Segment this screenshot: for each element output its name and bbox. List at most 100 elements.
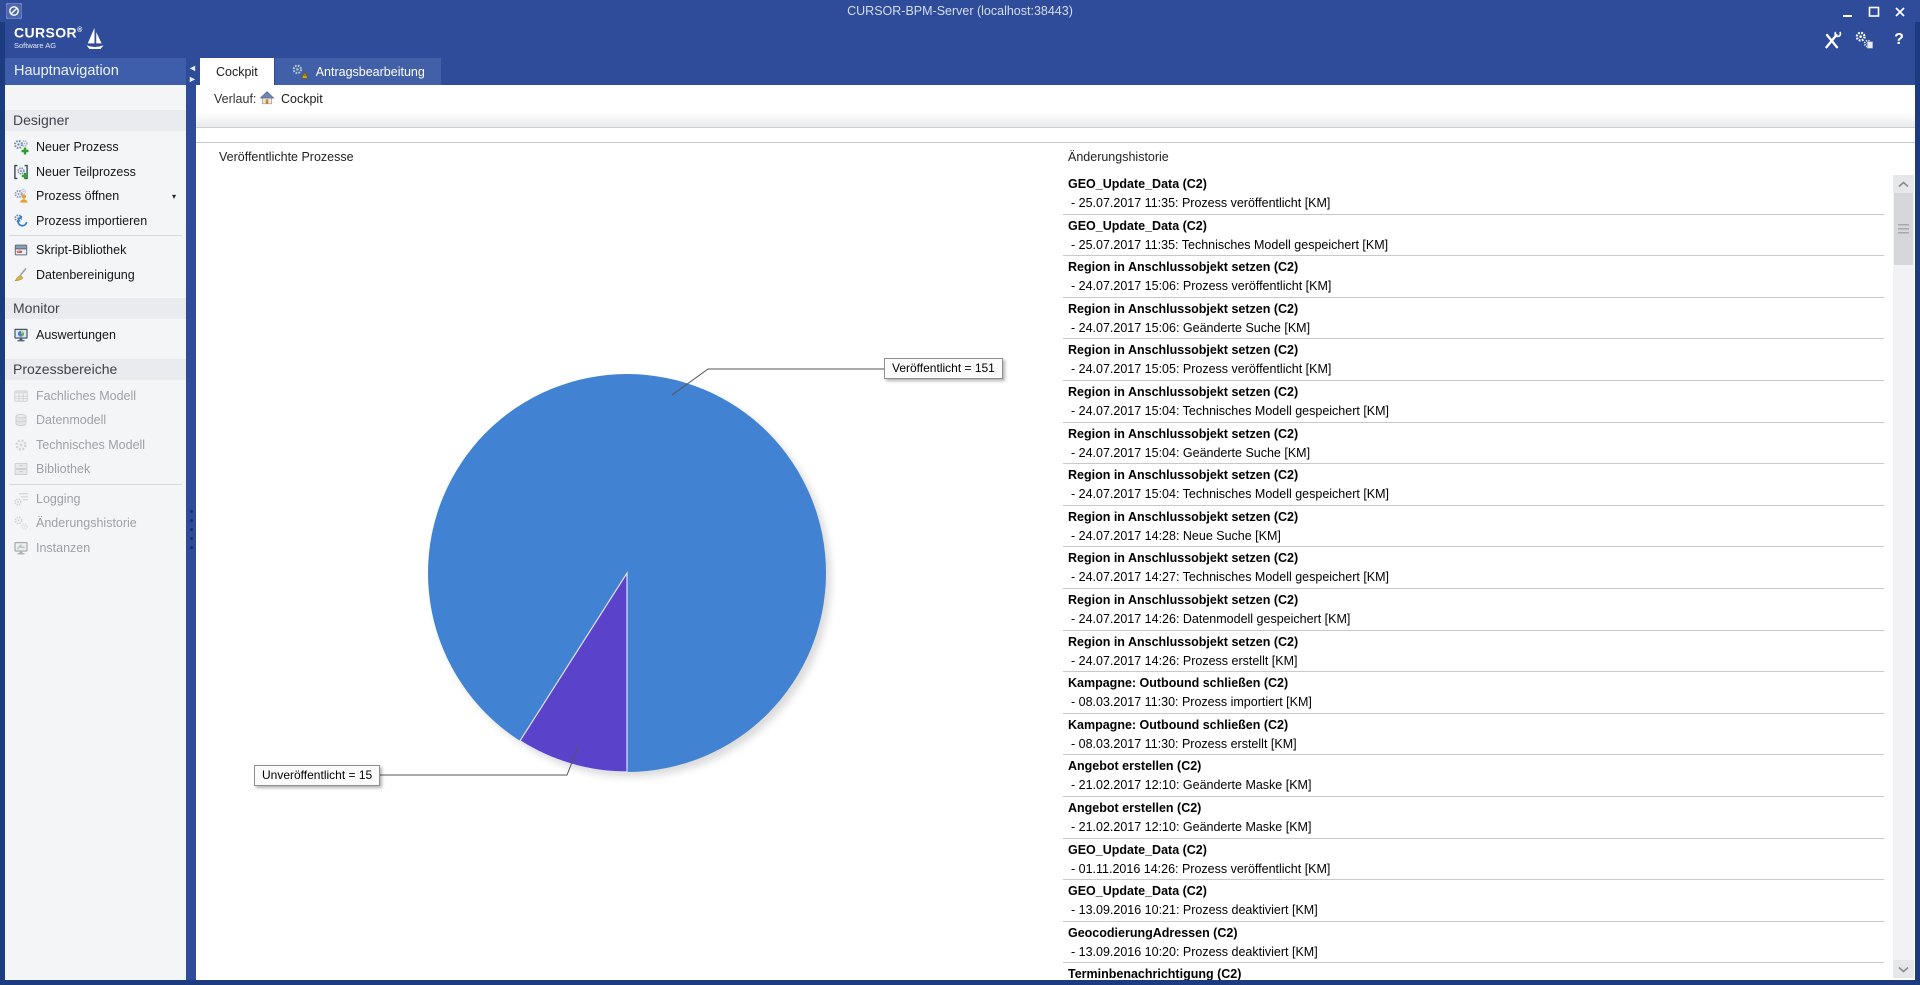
breadcrumb-label: Verlauf: bbox=[214, 92, 257, 106]
sidebar-item-label: Datenbereinigung bbox=[36, 267, 135, 282]
open-process-icon bbox=[13, 188, 29, 204]
library-icon bbox=[13, 461, 29, 477]
tab-cockpit[interactable]: Cockpit bbox=[200, 58, 274, 85]
history-entry: Region in Anschlussobjekt setzen (C2) - … bbox=[1063, 339, 1884, 381]
content-divider bbox=[196, 142, 1915, 143]
history-entry-title: Region in Anschlussobjekt setzen (C2) bbox=[1068, 634, 1299, 649]
sidebar-item-label: Bibliothek bbox=[36, 462, 91, 477]
splitter-grip-dot bbox=[189, 537, 193, 540]
sidebar-item-instanzen: Instanzen bbox=[5, 536, 186, 561]
expand-right-icon[interactable]: ► bbox=[188, 74, 197, 84]
history-entry: Region in Anschlussobjekt setzen (C2) - … bbox=[1063, 547, 1884, 589]
scroll-thumb[interactable] bbox=[1894, 193, 1913, 265]
sidebar-item-datenbereinigung[interactable]: Datenbereinigung bbox=[5, 263, 186, 288]
sidebar-item-neuer-teilprozess[interactable]: Neuer Teilprozess bbox=[5, 160, 186, 185]
sidebar-item-label: Prozess importieren bbox=[36, 213, 148, 228]
maximize-button[interactable] bbox=[1866, 4, 1882, 20]
scroll-up-button[interactable] bbox=[1893, 175, 1914, 193]
history-entry-detail: - 01.11.2016 14:26: Prozess veröffentlic… bbox=[1071, 861, 1331, 876]
history-entry: Region in Anschlussobjekt setzen (C2) - … bbox=[1063, 256, 1884, 298]
history-entry-detail: - 24.07.2017 14:28: Neue Suche [KM] bbox=[1071, 528, 1281, 543]
scroll-down-button[interactable] bbox=[1893, 960, 1914, 978]
data-cleanup-icon bbox=[13, 267, 29, 283]
brand-name: CURSOR® bbox=[14, 24, 83, 41]
history-entry: Terminbenachrichtigung (C2) bbox=[1063, 963, 1884, 980]
history-entry-detail: - 21.02.2017 12:10: Geänderte Maske [KM] bbox=[1071, 819, 1312, 834]
sidebar-item-bibliothek: Bibliothek bbox=[5, 457, 186, 482]
tab-antragsbearbeitung[interactable]: Antragsbearbeitung bbox=[274, 58, 441, 85]
window-title: CURSOR-BPM-Server (localhost:38443) bbox=[847, 4, 1073, 18]
sidebar-item-prozess-importieren[interactable]: Prozess importieren bbox=[5, 209, 186, 234]
history-scrollbar[interactable] bbox=[1893, 175, 1914, 978]
sidebar-item-label: Neuer Prozess bbox=[36, 140, 119, 155]
sidebar-item-label: Neuer Teilprozess bbox=[36, 164, 136, 179]
sidebar-item-label: Fachliches Modell bbox=[36, 388, 137, 403]
sidebar-item-neuer-prozess[interactable]: Neuer Prozess bbox=[5, 135, 186, 160]
window-border bbox=[0, 22, 5, 985]
published-callout-label: Veröffentlicht = 151 bbox=[884, 358, 1003, 379]
sidebar-item-prozess-offnen[interactable]: Prozess öffnen ▾ bbox=[5, 184, 186, 209]
sidebar-item-skript-bibliothek[interactable]: Skript-Bibliothek bbox=[5, 238, 186, 263]
history-entry: GEO_Update_Data (C2) - 25.07.2017 11:35:… bbox=[1063, 215, 1884, 257]
new-subprocess-icon bbox=[13, 164, 29, 180]
history-entry-detail: - 24.07.2017 14:26: Prozess erstellt [KM… bbox=[1071, 653, 1298, 668]
sidebar-item-label: Prozess öffnen bbox=[36, 189, 120, 204]
close-button[interactable] bbox=[1892, 4, 1908, 20]
chevron-down-icon bbox=[1898, 966, 1909, 973]
splitter-grip-dot bbox=[189, 546, 193, 549]
chevron-down-icon: ▾ bbox=[171, 192, 176, 201]
collapse-left-icon[interactable]: ◄ bbox=[188, 63, 197, 73]
sidebar-section-designer: Designer bbox=[5, 110, 186, 131]
history-entry-detail: - 24.07.2017 15:06: Geänderte Suche [KM] bbox=[1071, 320, 1311, 335]
minimize-button[interactable] bbox=[1840, 4, 1856, 20]
history-entry-detail: - 24.07.2017 14:26: Datenmodell gespeich… bbox=[1071, 611, 1351, 626]
history-entry: Region in Anschlussobjekt setzen (C2) - … bbox=[1063, 298, 1884, 340]
history-entry-title: Kampagne: Outbound schließen (C2) bbox=[1068, 676, 1289, 691]
history-entry-detail: - 21.02.2017 12:10: Geänderte Maske [KM] bbox=[1071, 778, 1312, 793]
sidebar-header: Hauptnavigation bbox=[5, 58, 186, 85]
breadcrumb: Verlauf: Cockpit bbox=[196, 85, 1915, 128]
logging-icon bbox=[13, 491, 29, 507]
breadcrumb-current[interactable]: Cockpit bbox=[281, 92, 323, 106]
sidebar-item-label: Instanzen bbox=[36, 540, 91, 555]
help-icon[interactable]: ? bbox=[1894, 31, 1904, 48]
scroll-thumb-grip bbox=[1898, 224, 1909, 234]
history-entry-title: GEO_Update_Data (C2) bbox=[1068, 177, 1207, 191]
technical-model-icon bbox=[13, 437, 29, 453]
services-gears-icon[interactable] bbox=[1854, 30, 1874, 50]
business-model-icon bbox=[13, 388, 29, 404]
published-processes-pie-chart bbox=[372, 368, 884, 777]
history-entry-detail: - 24.07.2017 15:04: Technisches Modell g… bbox=[1071, 487, 1390, 502]
history-entry-detail: - 13.09.2016 10:20: Prozess deaktiviert … bbox=[1071, 944, 1318, 959]
tools-icon[interactable] bbox=[1822, 30, 1842, 50]
sidebar-section-monitor: Monitor bbox=[5, 298, 186, 319]
sidebar-splitter[interactable]: ◄ ► bbox=[186, 58, 197, 980]
history-entry: Region in Anschlussobjekt setzen (C2) - … bbox=[1063, 631, 1884, 673]
history-entry-title: Region in Anschlussobjekt setzen (C2) bbox=[1068, 509, 1299, 524]
history-entry-title: GEO_Update_Data (C2) bbox=[1068, 842, 1207, 857]
sidebar-item-auswertungen[interactable]: Auswertungen bbox=[5, 323, 186, 348]
history-entry-detail: - 08.03.2017 11:30: Prozess erstellt [KM… bbox=[1071, 736, 1297, 751]
history-entry-title: GEO_Update_Data (C2) bbox=[1068, 218, 1207, 233]
sidebar-item-anderungshistorie: Änderungshistorie bbox=[5, 511, 186, 536]
breadcrumb-divider bbox=[196, 113, 1915, 127]
sidebar-item-label: Datenmodell bbox=[36, 413, 107, 428]
history-entry-detail: - 24.07.2017 15:05: Prozess veröffentlic… bbox=[1071, 362, 1332, 377]
history-entry-title: Region in Anschlussobjekt setzen (C2) bbox=[1068, 343, 1299, 358]
history-entry-title: GEO_Update_Data (C2) bbox=[1068, 884, 1207, 899]
history-entry: Angebot erstellen (C2) - 21.02.2017 12:1… bbox=[1063, 755, 1884, 797]
history-entry-detail: - 24.07.2017 15:06: Prozess veröffentlic… bbox=[1071, 279, 1332, 294]
history-entry: Kampagne: Outbound schließen (C2) - 08.0… bbox=[1063, 714, 1884, 756]
history-entry-detail: - 13.09.2016 10:21: Prozess deaktiviert … bbox=[1071, 903, 1318, 918]
history-entry-detail: - 24.07.2017 14:27: Technisches Modell g… bbox=[1071, 570, 1390, 585]
change-history-icon bbox=[13, 515, 29, 531]
sidebar-item-fachliches-modell: Fachliches Modell bbox=[5, 384, 186, 409]
window-border bbox=[0, 980, 1920, 985]
unpublished-callout-label: Unveröffentlicht = 15 bbox=[254, 765, 381, 786]
instances-icon bbox=[13, 540, 29, 556]
history-entry: Region in Anschlussobjekt setzen (C2) - … bbox=[1063, 589, 1884, 631]
history-entry-title: Region in Anschlussobjekt setzen (C2) bbox=[1068, 301, 1299, 316]
tab-label: Cockpit bbox=[216, 64, 258, 79]
new-process-icon bbox=[13, 139, 29, 155]
